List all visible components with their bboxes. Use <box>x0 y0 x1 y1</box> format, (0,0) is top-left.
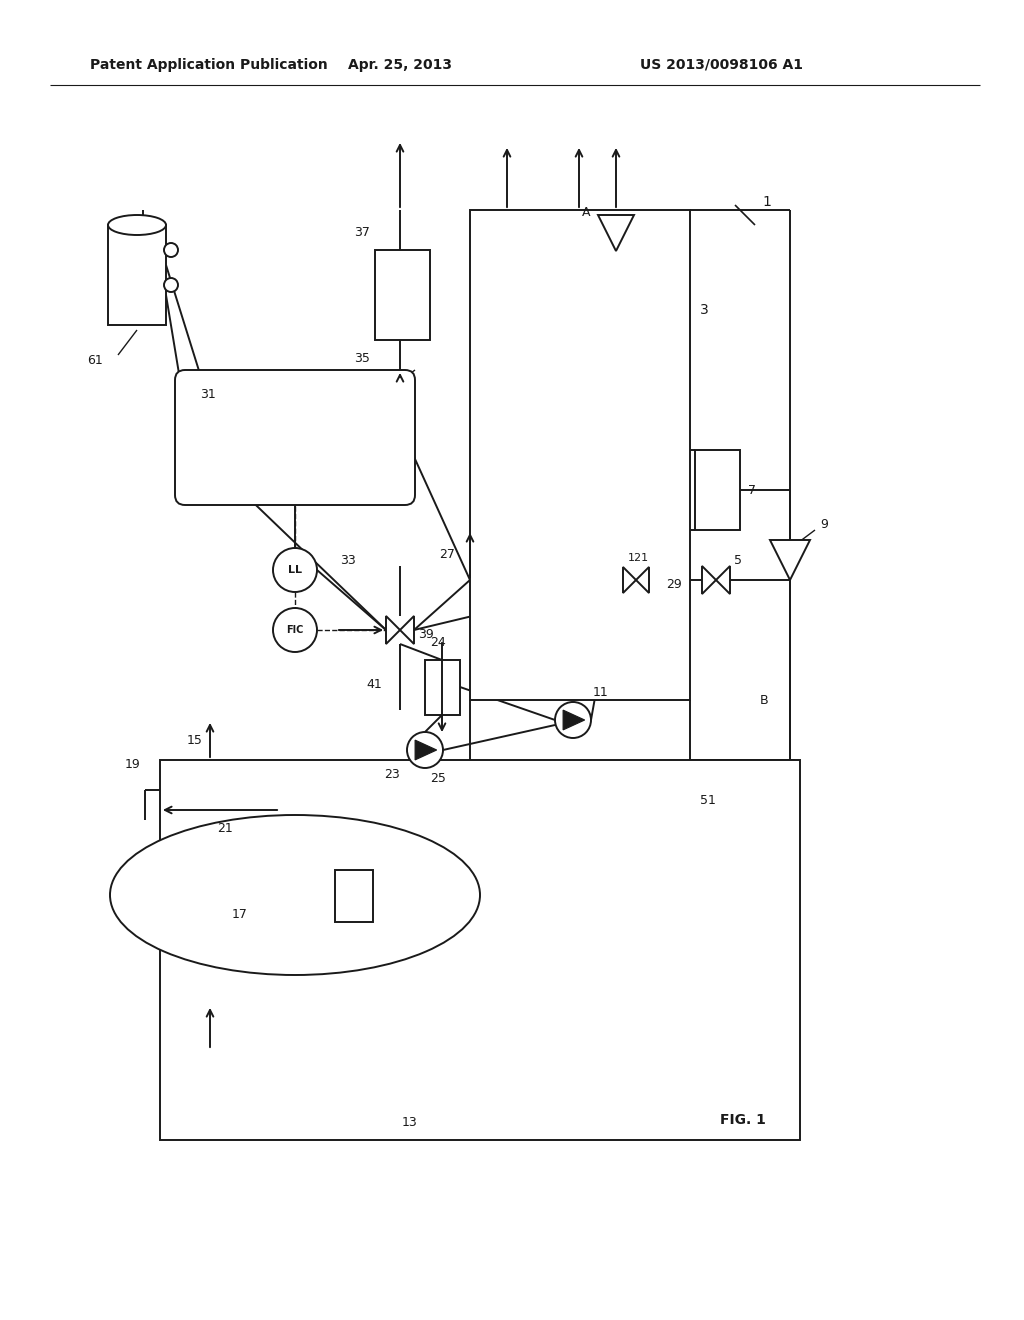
Polygon shape <box>415 741 436 760</box>
Text: Apr. 25, 2013: Apr. 25, 2013 <box>348 58 452 73</box>
Ellipse shape <box>108 215 166 235</box>
Text: A: A <box>582 206 590 219</box>
Text: 9: 9 <box>820 519 827 532</box>
Text: 33: 33 <box>340 553 355 566</box>
Circle shape <box>273 609 317 652</box>
Polygon shape <box>623 568 636 593</box>
Text: 24: 24 <box>430 635 445 648</box>
Circle shape <box>555 702 591 738</box>
Circle shape <box>407 733 443 768</box>
Bar <box>335 870 373 921</box>
Bar <box>695 450 740 531</box>
Text: 121: 121 <box>628 553 648 564</box>
Text: 61: 61 <box>87 354 103 367</box>
Text: B: B <box>760 693 769 706</box>
Polygon shape <box>386 616 400 644</box>
Text: 31: 31 <box>200 388 216 401</box>
Text: 25: 25 <box>430 771 445 784</box>
Polygon shape <box>400 616 414 644</box>
Polygon shape <box>636 568 649 593</box>
Polygon shape <box>716 566 730 594</box>
Polygon shape <box>770 540 810 579</box>
Bar <box>160 760 800 1140</box>
Text: 3: 3 <box>700 304 709 317</box>
Text: FIC: FIC <box>287 624 304 635</box>
Text: 7: 7 <box>748 483 756 496</box>
Polygon shape <box>598 215 634 251</box>
Polygon shape <box>702 566 716 594</box>
Text: US 2013/0098106 A1: US 2013/0098106 A1 <box>640 58 803 73</box>
Text: 21: 21 <box>217 821 232 834</box>
Circle shape <box>164 279 178 292</box>
Text: 23: 23 <box>384 768 400 781</box>
Text: 35: 35 <box>354 351 370 364</box>
Text: FIG. 1: FIG. 1 <box>720 1113 766 1127</box>
Text: 5: 5 <box>734 553 742 566</box>
Text: 17: 17 <box>232 908 248 921</box>
Circle shape <box>164 243 178 257</box>
Bar <box>470 210 690 700</box>
Text: 19: 19 <box>124 759 140 771</box>
Bar <box>108 224 166 325</box>
Polygon shape <box>563 710 585 730</box>
Text: 39: 39 <box>418 628 434 642</box>
Text: LL: LL <box>288 565 302 576</box>
Ellipse shape <box>110 814 480 975</box>
Bar <box>425 660 460 715</box>
FancyBboxPatch shape <box>175 370 415 506</box>
Text: 27: 27 <box>439 549 455 561</box>
Text: 11: 11 <box>593 685 608 698</box>
Text: 15: 15 <box>187 734 203 747</box>
Text: 51: 51 <box>700 793 716 807</box>
Text: 41: 41 <box>367 678 382 692</box>
Circle shape <box>273 548 317 591</box>
Text: Patent Application Publication: Patent Application Publication <box>90 58 328 73</box>
Text: 1: 1 <box>762 195 771 209</box>
Text: 37: 37 <box>354 226 370 239</box>
Text: 13: 13 <box>402 1115 418 1129</box>
Bar <box>375 249 430 341</box>
Text: 29: 29 <box>666 578 682 591</box>
